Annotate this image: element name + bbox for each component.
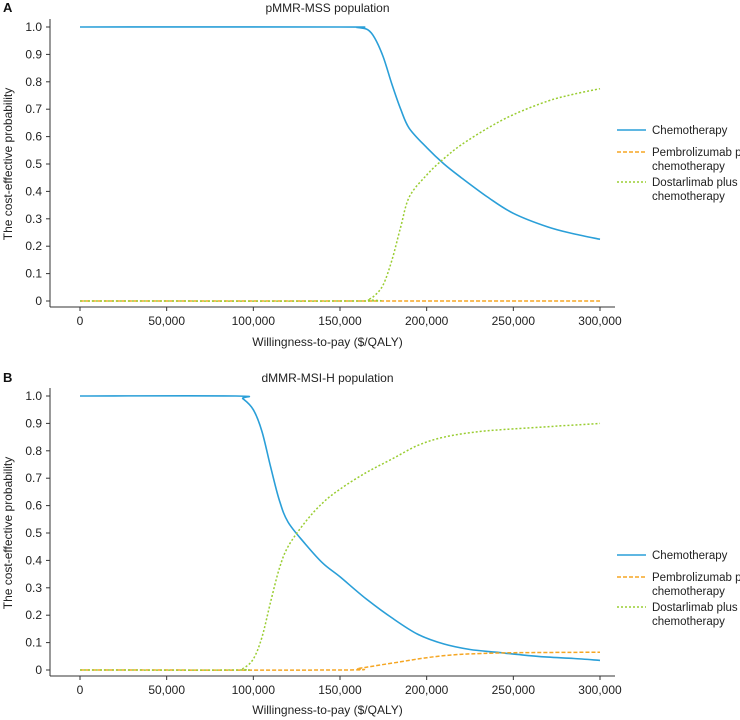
legend-label: chemotherapy xyxy=(652,586,725,598)
legend-label: chemotherapy xyxy=(652,161,725,173)
legend-label: chemotherapy xyxy=(652,616,725,628)
y-tick-label: 0.8 xyxy=(25,75,42,89)
y-tick-label: 0.4 xyxy=(25,184,42,198)
x-tick-label: 50,000 xyxy=(148,314,185,328)
x-tick-label: 200,000 xyxy=(405,314,449,328)
y-tick-label: 0.5 xyxy=(25,526,42,540)
legend: Chemotherapy Pembrolizumab plus chemothera… xyxy=(617,125,740,203)
y-tick-label: 0.2 xyxy=(25,239,42,253)
x-tick-label: 250,000 xyxy=(492,314,536,328)
x-tick-label: 50,000 xyxy=(148,683,185,697)
x-tick-label: 150,000 xyxy=(318,314,362,328)
x-tick-label: 100,000 xyxy=(232,683,276,697)
y-tick-label: 0.8 xyxy=(25,444,42,458)
legend-label: chemotherapy xyxy=(652,191,725,203)
chart-title: dMMR-MSI-H population xyxy=(261,371,393,385)
chart-title: pMMR-MSS population xyxy=(265,1,389,15)
panel-letter: B xyxy=(3,370,12,385)
y-axis-title: The cost-effective probability xyxy=(1,88,15,241)
y-tick-label: 0.6 xyxy=(25,130,42,144)
x-tick-label: 200,000 xyxy=(405,683,449,697)
x-tick-label: 300,000 xyxy=(578,683,622,697)
legend-label: Pembrolizumab plus xyxy=(652,572,740,584)
y-tick-label: 0 xyxy=(35,294,42,308)
y-tick-label: 1.0 xyxy=(25,389,42,403)
series-line-dostarlimab-plus-chemotherapy xyxy=(79,422,601,671)
x-tick-label: 0 xyxy=(77,683,84,697)
y-tick-label: 0.5 xyxy=(25,157,42,171)
y-tick-label: 0.4 xyxy=(25,553,42,567)
x-axis-title: Willingness-to-pay ($/QALY) xyxy=(252,703,403,717)
legend-label: Dostarlimab plus xyxy=(652,177,738,189)
x-tick-label: 150,000 xyxy=(318,683,362,697)
y-tick-label: 0.1 xyxy=(25,267,42,281)
y-tick-label: 0.2 xyxy=(25,608,42,622)
legend-label: Chemotherapy xyxy=(652,125,728,137)
panel-letter: A xyxy=(3,0,13,15)
y-tick-label: 0.9 xyxy=(25,47,42,61)
x-axis-title: Willingness-to-pay ($/QALY) xyxy=(252,335,403,349)
x-tick-label: 0 xyxy=(77,314,84,328)
y-axis-title: The cost-effective probability xyxy=(1,457,15,610)
y-tick-label: 1.0 xyxy=(25,20,42,34)
x-tick-label: 300,000 xyxy=(578,314,622,328)
series-line-chemotherapy xyxy=(79,394,601,662)
y-tick-label: 0.1 xyxy=(25,636,42,650)
y-tick-label: 0.6 xyxy=(25,499,42,513)
y-tick-label: 0.7 xyxy=(25,471,42,485)
series-line-dostarlimab-plus-chemotherapy xyxy=(79,87,601,302)
legend-label: Pembrolizumab plus xyxy=(652,147,740,159)
series-line-chemotherapy xyxy=(79,26,601,241)
legend: Chemotherapy Pembrolizumab plus chemothera… xyxy=(617,550,740,628)
legend-label: Chemotherapy xyxy=(652,550,728,562)
y-tick-label: 0.9 xyxy=(25,416,42,430)
y-tick-label: 0.7 xyxy=(25,102,42,116)
legend-label: Dostarlimab plus xyxy=(652,602,738,614)
series-line-pembrolizumab-plus-chemotherapy xyxy=(79,651,601,671)
y-tick-label: 0.3 xyxy=(25,212,42,226)
x-tick-label: 250,000 xyxy=(492,683,536,697)
y-tick-label: 0.3 xyxy=(25,581,42,595)
y-tick-label: 0 xyxy=(35,663,42,677)
x-tick-label: 100,000 xyxy=(232,314,276,328)
